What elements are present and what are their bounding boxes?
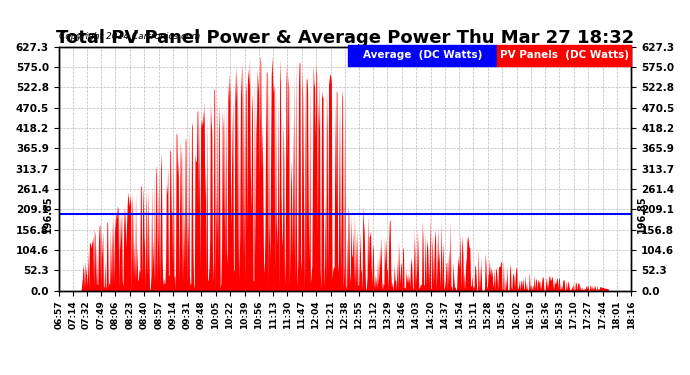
Text: Average  (DC Watts): Average (DC Watts) [363, 50, 482, 60]
Text: 196.85: 196.85 [637, 195, 647, 233]
Text: 196.85: 196.85 [43, 195, 53, 233]
Text: Copyright 2014 Cartronics.com: Copyright 2014 Cartronics.com [59, 32, 200, 41]
Title: Total PV Panel Power & Average Power Thu Mar 27 18:32: Total PV Panel Power & Average Power Thu… [56, 29, 634, 47]
Text: PV Panels  (DC Watts): PV Panels (DC Watts) [500, 50, 629, 60]
